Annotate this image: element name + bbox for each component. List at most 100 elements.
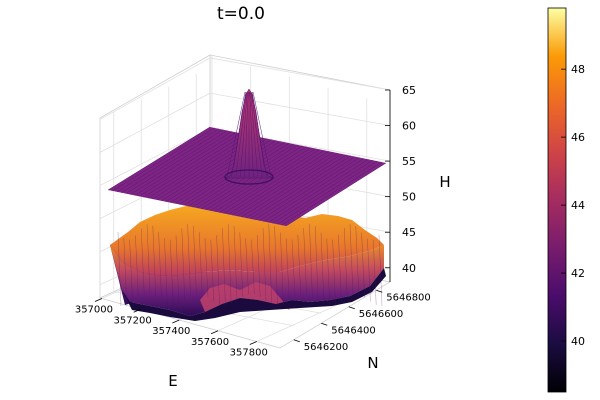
z-axis-label: H xyxy=(439,173,450,191)
plane-mesh-line xyxy=(250,155,351,220)
terrain-mesh-line xyxy=(373,239,377,305)
terrain-mesh-line xyxy=(199,232,203,295)
x-tick-label: 357800 xyxy=(230,348,268,359)
terrain-mesh-line xyxy=(303,227,307,295)
terrain-mesh-line xyxy=(233,225,238,301)
y-tick-mark xyxy=(293,339,300,343)
plane-mesh-line xyxy=(205,146,307,211)
x-tick-mark xyxy=(172,319,180,324)
terrain-mesh-line xyxy=(309,224,313,298)
plane-mesh-line xyxy=(147,134,250,199)
terrain-mesh-line xyxy=(280,232,284,305)
terrain-mesh-lines xyxy=(117,224,383,307)
peak-mesh-line xyxy=(239,91,248,178)
plane-mesh-line xyxy=(139,133,241,197)
terrain-mesh-line xyxy=(326,238,330,306)
plane-mesh-line xyxy=(210,147,312,211)
plane-mesh-line xyxy=(125,130,228,194)
peak-base-ring xyxy=(224,169,274,185)
flat-surface xyxy=(107,88,387,227)
x-tick-mark xyxy=(249,341,257,345)
z-tick-label: 50 xyxy=(402,191,416,204)
colorbar-gradient xyxy=(547,7,567,393)
colorbar-tick-label: 48 xyxy=(571,63,585,76)
chart-title: t=0.0 xyxy=(217,4,265,24)
z-grid-line xyxy=(99,92,211,153)
z-tick-label: 40 xyxy=(402,262,416,275)
terrain-ridge-highlight xyxy=(200,282,290,312)
plane-mesh-line xyxy=(228,151,329,215)
z-grid-line xyxy=(209,57,391,91)
z-grid-line xyxy=(99,127,211,186)
terrain-mesh-line xyxy=(274,226,278,306)
peak-mesh-line xyxy=(249,91,254,178)
terrain-mesh-line xyxy=(268,224,272,305)
plane-mesh-line xyxy=(276,160,378,225)
y-tick-mark xyxy=(321,322,328,326)
colorbar-tick-label: 40 xyxy=(571,335,585,348)
terrain-mesh-line xyxy=(251,239,255,295)
terrain-mesh-line xyxy=(332,239,336,305)
y-tick-label: 5646600 xyxy=(359,309,404,320)
x-tick-label: 357000 xyxy=(75,305,113,316)
peak-mesh-line xyxy=(252,91,272,178)
terrain-mesh-line xyxy=(164,238,168,305)
y-axis: 5646200 5646400 5646600 5646800 xyxy=(293,289,431,353)
z-grid-line xyxy=(209,92,391,126)
plane-mesh-line xyxy=(272,160,373,224)
colorbar: 40 42 44 46 48 xyxy=(547,7,585,393)
x-tick-mark xyxy=(210,330,219,335)
terrain-mesh-line xyxy=(129,239,133,302)
terrain-mesh-line xyxy=(291,239,296,297)
terrain-mesh-line xyxy=(158,232,162,302)
colorbar-ticks: 40 42 44 46 48 xyxy=(561,63,585,348)
plane-mesh-line xyxy=(285,162,387,227)
terrain-surface xyxy=(110,205,386,321)
terrain-mesh-line xyxy=(216,235,220,305)
plane-mesh-line xyxy=(263,158,365,222)
plane-mesh-line xyxy=(236,152,338,217)
peak-mesh-line xyxy=(251,91,267,178)
peak-mesh-line xyxy=(250,91,259,178)
terrain-mesh-line xyxy=(135,235,139,297)
terrain-mesh-line xyxy=(355,226,359,295)
plane-mesh-line xyxy=(116,128,219,193)
y-tick-mark xyxy=(348,306,355,310)
plane-mesh-line xyxy=(254,156,356,220)
plane-mesh-line xyxy=(241,153,343,218)
y-tick-label: 5646400 xyxy=(331,325,376,336)
terrain-mesh-line xyxy=(320,232,325,305)
x-axis-label: E xyxy=(168,372,177,390)
terrain-mesh-line xyxy=(378,234,383,306)
z-tick-label: 65 xyxy=(402,84,416,97)
plane-mesh-line xyxy=(281,161,382,226)
terrain-mesh-line xyxy=(117,231,122,307)
plane-mesh-line xyxy=(134,132,237,196)
terrain-mesh-line xyxy=(262,228,267,302)
terrain-mesh-line xyxy=(338,234,342,301)
terrain-mesh-line xyxy=(245,238,249,295)
terrain-mesh-line xyxy=(181,228,185,301)
plane-mesh-line xyxy=(268,159,369,223)
plane-mesh-line xyxy=(143,133,246,198)
terrain-mesh-line xyxy=(187,224,191,297)
y-tick-mark xyxy=(376,289,383,293)
x-tick-mark xyxy=(133,308,141,313)
terrain-mesh-line xyxy=(286,238,290,301)
colorbar-tick-label: 42 xyxy=(571,267,585,280)
plane-mesh-line xyxy=(259,157,360,221)
terrain-mesh-line xyxy=(257,235,261,298)
z-tick-label: 45 xyxy=(402,226,416,239)
terrain-mesh-line xyxy=(170,239,174,307)
plane-mesh-line xyxy=(121,129,224,193)
terrain-front-face xyxy=(110,245,384,316)
terrain-mesh-line xyxy=(193,225,197,295)
terrain-top xyxy=(110,205,384,276)
x-tick-mark xyxy=(94,298,103,302)
terrain-base xyxy=(122,268,386,321)
x-tick-label: 357600 xyxy=(191,337,229,348)
terrain-mesh-line xyxy=(123,238,127,305)
peak-mesh-line xyxy=(231,91,247,178)
peak-mesh-lines xyxy=(226,91,272,178)
